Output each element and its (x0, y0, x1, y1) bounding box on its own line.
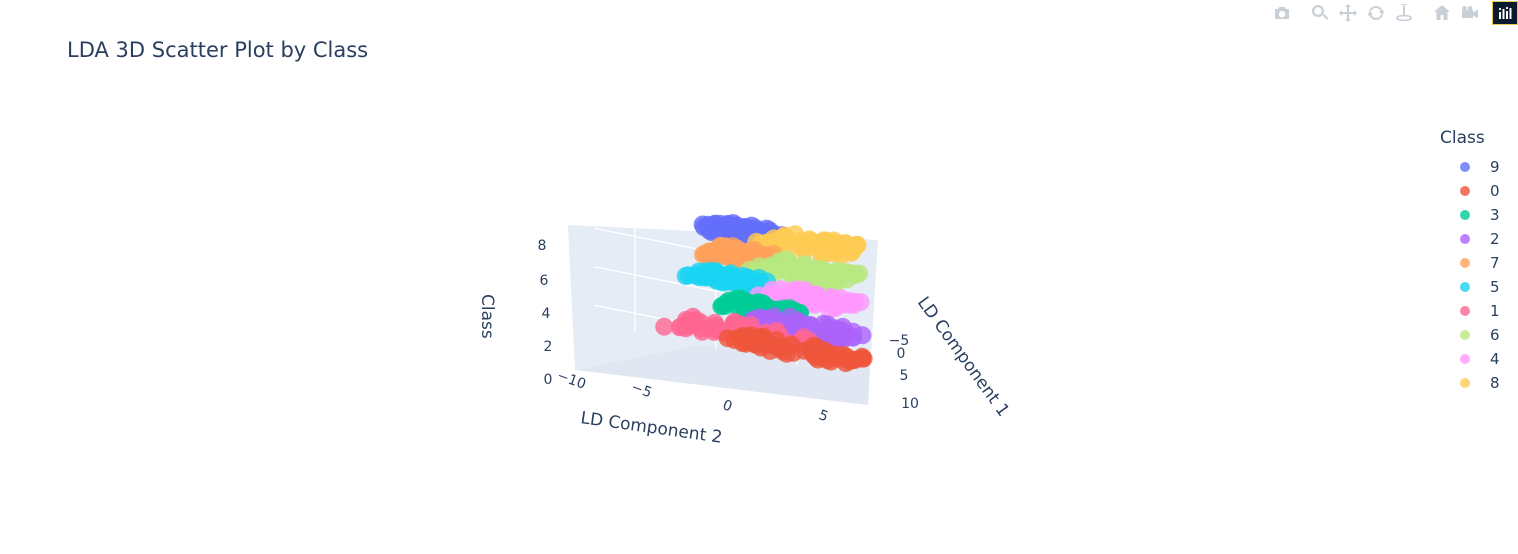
chart-title: LDA 3D Scatter Plot by Class (67, 38, 369, 62)
data-point-class-5 (714, 272, 733, 290)
legend-item-class-3[interactable]: 3 (1440, 203, 1500, 227)
z-tick-label: 2 (544, 339, 553, 355)
data-point-class-0 (777, 344, 796, 363)
turntable-rotation-button[interactable] (1390, 0, 1418, 26)
camera-icon (1275, 7, 1289, 19)
y-axis-title: LD Component 2 (579, 408, 723, 448)
data-point-class-0 (853, 349, 872, 368)
legend-marker (1460, 378, 1470, 388)
legend-item-class-5[interactable]: 5 (1440, 275, 1500, 299)
legend-label: 2 (1490, 230, 1500, 248)
data-point-class-3 (732, 289, 751, 308)
data-point-class-4 (845, 292, 864, 311)
legend-label: 7 (1490, 254, 1500, 272)
legend-item-class-8[interactable]: 8 (1440, 371, 1500, 395)
z-tick-label: 6 (540, 273, 549, 289)
legend-item-class-1[interactable]: 1 (1440, 299, 1500, 323)
data-point-class-5 (696, 262, 715, 281)
data-point-class-1 (691, 313, 710, 332)
legend-label: 3 (1490, 206, 1500, 224)
home-icon (1434, 5, 1450, 20)
legend-item-class-4[interactable]: 4 (1440, 347, 1500, 371)
data-point-class-2 (844, 328, 863, 347)
legend-marker (1460, 330, 1470, 340)
legend: Class 9 0 3 2 7 5 1 6 4 8 (1440, 128, 1500, 395)
legend-marker (1460, 282, 1470, 292)
data-point-class-9 (698, 215, 717, 234)
pan-icon (1339, 4, 1357, 22)
z-tick-label: 8 (538, 238, 547, 254)
x-tick-label: −5 (889, 333, 910, 349)
camera-reset-icon (1462, 6, 1478, 19)
data-point-class-1 (655, 317, 674, 336)
data-point-class-6 (812, 270, 831, 289)
orbit-rotation-button[interactable] (1362, 0, 1390, 26)
legend-label: 1 (1490, 302, 1500, 320)
data-point-class-4 (823, 292, 842, 310)
legend-item-class-6[interactable]: 6 (1440, 323, 1500, 347)
legend-marker (1460, 354, 1470, 364)
data-point-class-4 (796, 280, 815, 299)
z-axis-title: Class (477, 294, 497, 339)
pan-button[interactable] (1334, 0, 1362, 26)
legend-label: 4 (1490, 350, 1500, 368)
data-point-class-8 (829, 243, 848, 262)
zoom-icon (1312, 5, 1329, 20)
data-point-class-0 (839, 351, 858, 370)
x-axis-title: LD Component 1 (913, 293, 1013, 420)
x-tick-label: 5 (900, 368, 909, 384)
plotly-logo-icon (1498, 6, 1512, 19)
legend-label: 9 (1490, 158, 1500, 176)
legend-title: Class (1440, 128, 1485, 148)
z-tick-label: 4 (542, 306, 551, 322)
data-point-class-8 (816, 231, 835, 250)
data-point-class-8 (795, 239, 814, 258)
data-points (655, 214, 873, 373)
y-tick-label: 5 (816, 407, 830, 425)
legend-label: 8 (1490, 374, 1500, 392)
data-point-class-3 (713, 296, 732, 315)
orbit-icon (1368, 5, 1384, 21)
legend-marker (1460, 186, 1470, 196)
x-tick-label: 0 (897, 346, 906, 362)
data-point-class-8 (847, 235, 866, 254)
legend-marker (1460, 258, 1470, 268)
legend-label: 0 (1490, 182, 1500, 200)
turntable-icon (1396, 4, 1412, 22)
data-point-class-7 (715, 237, 734, 256)
legend-item-class-9[interactable]: 9 (1440, 155, 1500, 179)
data-point-class-6 (842, 264, 861, 283)
legend-item-class-7[interactable]: 7 (1440, 251, 1500, 275)
legend-marker (1460, 162, 1470, 172)
reset-camera-default-button[interactable] (1428, 0, 1456, 26)
legend-marker (1460, 234, 1470, 244)
data-point-class-4 (806, 295, 825, 314)
legend-item-class-0[interactable]: 0 (1440, 179, 1500, 203)
legend-marker (1460, 210, 1470, 220)
y-tick-label: −5 (629, 379, 654, 401)
y-tick-label: 0 (720, 397, 734, 415)
z-tick-label: 0 (544, 372, 553, 388)
legend-label: 5 (1490, 278, 1500, 296)
y-tick-label: −10 (555, 368, 588, 393)
data-point-class-0 (760, 335, 779, 354)
download-plot-button[interactable] (1268, 0, 1296, 26)
zoom-button[interactable] (1306, 0, 1334, 26)
legend-label: 6 (1490, 326, 1500, 344)
x-tick-label: 10 (901, 396, 919, 412)
reset-camera-last-save-button[interactable] (1456, 0, 1484, 26)
legend-item-class-2[interactable]: 2 (1440, 227, 1500, 251)
data-point-class-9 (729, 222, 748, 241)
legend-marker (1460, 306, 1470, 316)
data-point-class-0 (813, 348, 832, 367)
